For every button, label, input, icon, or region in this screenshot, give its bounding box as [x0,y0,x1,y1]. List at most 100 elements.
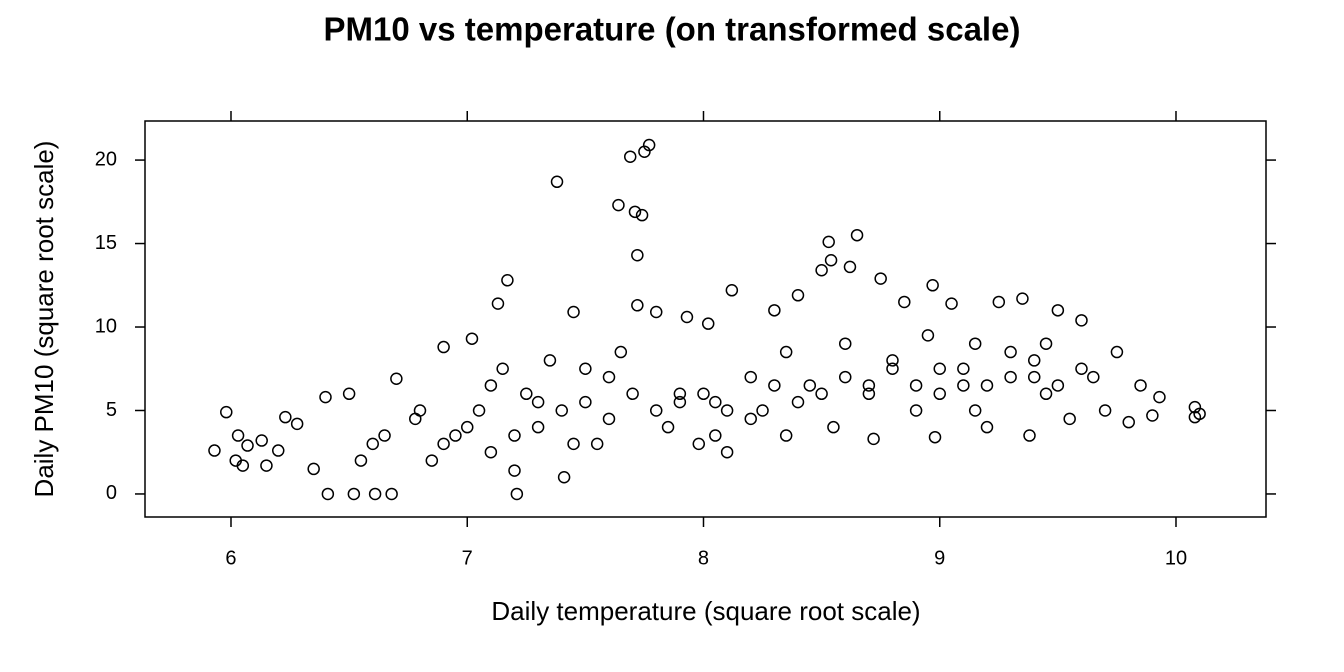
point [208,444,221,457]
point [779,429,793,442]
point [531,420,545,434]
point [862,379,876,392]
point [886,362,899,376]
point [697,387,710,401]
point [909,379,923,392]
point [220,405,233,419]
point [437,437,450,451]
point [980,420,994,434]
point [347,487,361,501]
point [241,439,254,452]
point [867,432,880,446]
point [1134,379,1147,392]
point [791,289,805,302]
point [255,434,268,447]
point [378,429,391,442]
point [321,487,335,501]
y-tick-label: 5 [106,399,117,421]
point [945,297,958,310]
point [628,205,642,219]
point [368,487,382,501]
point [720,445,734,459]
point [1027,370,1041,384]
point [1023,429,1036,442]
x-axis-label: Daily temperature (square root scale) [491,596,920,626]
point [342,387,356,401]
point [631,299,644,312]
point [1153,390,1166,404]
point [484,445,498,459]
point [354,454,368,467]
point [307,462,320,476]
point [236,459,250,472]
point [692,437,706,451]
point [680,310,694,324]
point [933,387,946,401]
point [1075,362,1088,376]
point [957,379,970,392]
chart-title: PM10 vs temperature (on transformed scal… [324,11,1021,48]
point [567,305,580,319]
point [631,248,644,262]
point [768,379,781,392]
point [791,395,805,409]
point [673,395,687,409]
point [1063,412,1076,426]
point [602,370,616,384]
point [921,329,935,342]
point [815,264,828,277]
point [649,404,663,417]
point [626,387,639,401]
point [957,362,970,376]
point [465,332,479,345]
point [898,295,911,309]
point [279,410,292,424]
y-tick-label: 10 [95,315,117,337]
point [1051,304,1065,317]
point [319,390,332,404]
point [590,437,604,451]
point [366,437,379,451]
point [673,387,687,401]
point [508,429,521,442]
point [803,379,817,392]
point [531,395,545,409]
point [1039,387,1053,401]
point [980,379,994,392]
x-tick-label: 9 [934,547,945,569]
plot-frame [144,120,1267,518]
point [768,304,781,317]
point [472,404,486,417]
y-tick-label: 0 [106,482,117,504]
y-tick-label: 20 [95,148,117,170]
point [614,345,628,359]
point [567,437,580,451]
point [824,253,838,267]
point [1075,314,1088,327]
point [449,429,462,442]
point [756,404,769,417]
point [508,464,521,477]
point [520,387,533,401]
x-tick-label: 10 [1165,547,1187,569]
point [1098,404,1112,417]
point [850,228,864,242]
point [501,274,514,287]
point [862,387,876,401]
point [510,487,524,501]
point [385,487,398,501]
point [1122,415,1135,429]
point [271,444,285,457]
point [838,337,852,350]
point [886,354,899,367]
point [661,420,675,434]
point [649,305,663,319]
point [926,279,939,292]
point [827,420,840,434]
point [460,420,474,434]
point [437,340,450,354]
point [543,354,557,367]
point [779,345,793,359]
point [1016,292,1029,305]
